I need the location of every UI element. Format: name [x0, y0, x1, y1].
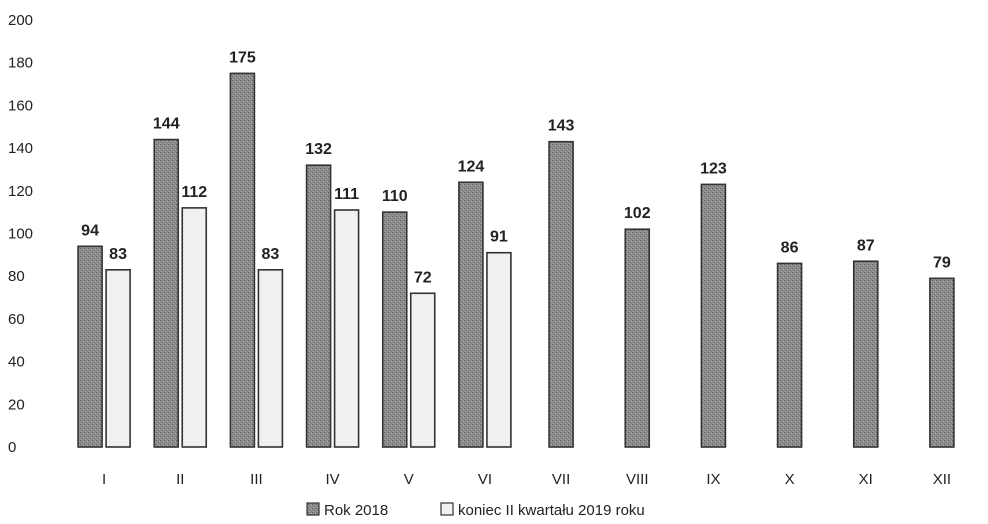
- data-label: 132: [305, 141, 332, 158]
- bar-rok-2018: [229, 72, 256, 448]
- y-axis: 0 20 40 60 80 100 120 140 160 180 200: [8, 12, 33, 456]
- legend-label: Rok 2018: [324, 502, 388, 519]
- bar-rok-2018: [548, 140, 574, 448]
- x-category-label: XI: [859, 471, 873, 488]
- data-label: 175: [229, 49, 256, 66]
- data-label: 94: [81, 222, 99, 239]
- bar-koniec-ii-kwartalu-2019: [257, 268, 284, 448]
- y-tick-label: 200: [8, 12, 33, 29]
- bar-rok-2018: [458, 181, 484, 448]
- data-label: 102: [624, 205, 651, 222]
- y-tick-label: 0: [8, 439, 16, 456]
- data-label: 123: [700, 160, 727, 177]
- bar-koniec-ii-kwartalu-2019: [486, 251, 512, 448]
- bar-koniec-ii-kwartalu-2019: [333, 209, 360, 448]
- y-tick-label: 60: [8, 311, 25, 328]
- x-category-label: XII: [933, 471, 951, 488]
- legend: Rok 2018 koniec II kwartału 2019 roku: [306, 502, 645, 519]
- data-label: 79: [933, 254, 951, 271]
- x-category-label: I: [102, 471, 106, 488]
- data-label: 83: [109, 246, 127, 263]
- y-tick-label: 40: [8, 354, 25, 371]
- x-category-label: VIII: [626, 471, 649, 488]
- x-category-label: III: [250, 471, 263, 488]
- x-category-label: X: [785, 471, 795, 488]
- y-tick-label: 80: [8, 268, 25, 285]
- y-tick-label: 140: [8, 140, 33, 157]
- bar-rok-2018: [929, 277, 955, 448]
- bar-koniec-ii-kwartalu-2019: [181, 207, 208, 448]
- data-label: 144: [153, 116, 180, 133]
- data-label: 91: [490, 229, 508, 246]
- bar-rok-2018: [77, 245, 103, 448]
- bar-koniec-ii-kwartalu-2019: [105, 268, 131, 448]
- bar-koniec-ii-kwartalu-2019: [409, 292, 436, 448]
- y-tick-label: 20: [8, 396, 25, 413]
- bar-rok-2018: [852, 260, 879, 448]
- x-category-label: IV: [325, 471, 339, 488]
- x-category-label: VII: [552, 471, 570, 488]
- data-label: 86: [781, 239, 799, 256]
- legend-swatch: [440, 502, 454, 516]
- x-category-label: II: [176, 471, 184, 488]
- data-label: 72: [414, 269, 432, 286]
- data-label: 87: [857, 237, 875, 254]
- x-axis: I II III IV V VI VII VIII IX X XI XII: [102, 471, 951, 488]
- y-tick-label: 160: [8, 97, 33, 114]
- data-label: 111: [334, 186, 359, 203]
- x-category-label: VI: [478, 471, 492, 488]
- y-tick-label: 180: [8, 55, 33, 72]
- bar-rok-2018: [700, 183, 727, 448]
- x-category-label: V: [404, 471, 414, 488]
- legend-label: koniec II kwartału 2019 roku: [458, 502, 645, 519]
- bar-rok-2018: [381, 211, 408, 448]
- legend-swatch: [306, 502, 320, 516]
- data-label: 83: [262, 246, 280, 263]
- bar-rok-2018: [305, 164, 332, 448]
- bar-rok-2018: [153, 138, 180, 448]
- y-tick-label: 100: [8, 226, 33, 243]
- data-label: 112: [181, 184, 207, 201]
- data-label: 143: [548, 118, 575, 135]
- data-labels: 94 83 144 112 175 83 132 111 110 72 124 91 143 102 123…: [81, 49, 951, 286]
- x-category-label: IX: [706, 471, 720, 488]
- data-label: 110: [382, 188, 408, 205]
- bar-rok-2018: [624, 228, 651, 448]
- bars: [77, 72, 955, 448]
- data-label: 124: [458, 158, 485, 175]
- bar-rok-2018: [776, 262, 803, 448]
- y-tick-label: 120: [8, 183, 33, 200]
